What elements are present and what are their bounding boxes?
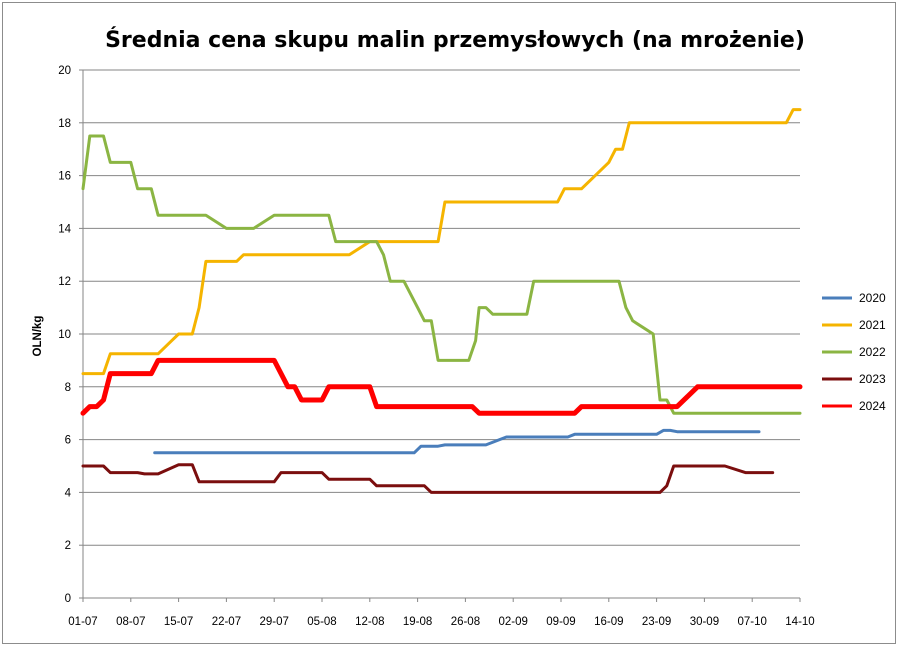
x-tick-label: 26-08 <box>451 616 480 628</box>
y-tick-label: 20 <box>58 65 71 77</box>
legend-label-2020: 2020 <box>859 291 886 305</box>
y-tick-label: 14 <box>58 223 71 235</box>
series-line-2023 <box>81 463 775 494</box>
y-tick-label: 0 <box>65 593 71 605</box>
x-tick-label: 09-09 <box>546 616 575 628</box>
legend-label-2021: 2021 <box>859 318 886 332</box>
x-tick-label: 02-09 <box>498 616 527 628</box>
line-chart: Średnia cena skupu malin przemysłowych (… <box>32 27 886 628</box>
series-line-2024 <box>80 357 803 416</box>
legend-label-2024: 2024 <box>859 399 886 413</box>
y-tick-label: 8 <box>65 382 71 394</box>
x-tick-label: 12-08 <box>355 616 384 628</box>
x-tick-label: 23-09 <box>642 616 671 628</box>
chart-title: Średnia cena skupu malin przemysłowych (… <box>105 27 805 53</box>
x-tick-label: 15-07 <box>164 616 193 628</box>
y-tick-label: 18 <box>58 118 71 130</box>
x-tick-label: 01-07 <box>68 616 97 628</box>
x-tick-label: 07-10 <box>737 616 766 628</box>
x-tick-label: 29-07 <box>259 616 288 628</box>
legend-label-2022: 2022 <box>859 345 886 359</box>
y-tick-label: 12 <box>58 276 71 288</box>
y-axis-ticks: 0 2 4 6 8 10 12 14 16 18 20 <box>58 65 83 605</box>
y-tick-label: 2 <box>65 540 71 552</box>
y-tick-label: 10 <box>58 329 71 341</box>
legend-label-2023: 2023 <box>859 372 886 386</box>
series-line-2020 <box>153 428 761 455</box>
x-tick-label: 30-09 <box>690 616 719 628</box>
y-tick-label: 4 <box>65 487 72 499</box>
x-tick-label: 19-08 <box>403 616 432 628</box>
x-axis-ticks: 01-07 08-07 15-07 22-07 29-07 05-08 12-08 19-08… <box>68 598 815 628</box>
series-lines <box>80 108 803 494</box>
y-tick-label: 16 <box>58 171 71 183</box>
x-tick-label: 16-09 <box>594 616 623 628</box>
series-line-2022 <box>81 134 802 415</box>
x-tick-label: 22-07 <box>212 616 241 628</box>
legend: 2020 2021 2022 2023 2024 <box>822 291 886 413</box>
y-tick-label: 6 <box>65 435 71 447</box>
x-tick-label: 05-08 <box>307 616 336 628</box>
y-axis-label: OLN/kg <box>32 316 44 357</box>
x-tick-label: 08-07 <box>116 616 145 628</box>
x-tick-label: 14-10 <box>785 616 814 628</box>
